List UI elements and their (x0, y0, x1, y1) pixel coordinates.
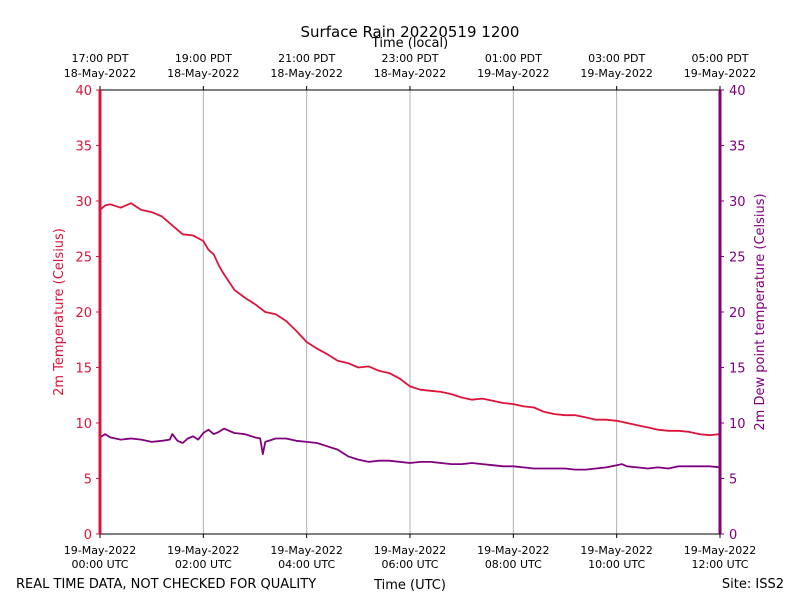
right-y-tick-label: 0 (729, 528, 737, 543)
right-y-tick-label: 40 (729, 84, 746, 99)
top-tick-time: 01:00 PDT (485, 52, 542, 65)
x-axis-label: Time (UTC) (373, 578, 446, 593)
right-y-axis-label: 2m Dew point temperature (Celsius) (753, 193, 768, 430)
left-y-tick-label: 20 (75, 306, 92, 321)
right-y-tick-label: 15 (729, 362, 746, 377)
x-tick-time: 10:00 UTC (588, 558, 645, 571)
left-y-tick-label: 35 (75, 140, 92, 155)
x-tick-time: 04:00 UTC (278, 558, 335, 571)
right-y-tick-label: 10 (729, 417, 746, 432)
x-tick-date: 19-May-2022 (477, 544, 549, 557)
x-tick-date: 19-May-2022 (580, 544, 652, 557)
left-y-tick-label: 15 (75, 362, 92, 377)
top-tick-time: 21:00 PDT (278, 52, 335, 65)
top-tick-time: 23:00 PDT (381, 52, 438, 65)
right-y-tick-label: 20 (729, 306, 746, 321)
top-tick-time: 17:00 PDT (71, 52, 128, 65)
x-tick-date: 19-May-2022 (167, 544, 239, 557)
x-tick-date: 19-May-2022 (374, 544, 446, 557)
right-y-ticks: 0 5 10 15 20 25 30 35 40 (720, 84, 746, 543)
top-tick-date: 19-May-2022 (477, 67, 549, 80)
left-y-tick-label: 0 (84, 528, 92, 543)
x-tick-time: 02:00 UTC (175, 558, 232, 571)
top-tick-time: 03:00 PDT (588, 52, 645, 65)
x-tick-date: 19-May-2022 (684, 544, 756, 557)
right-y-tick-label: 25 (729, 251, 746, 266)
series-group (99, 202, 721, 471)
x-tick-time: 06:00 UTC (381, 558, 438, 571)
chart-title: Surface Rain 20220519 1200 (301, 23, 520, 41)
quality-disclaimer: REAL TIME DATA, NOT CHECKED FOR QUALITY (16, 577, 316, 592)
x-tick-date: 19-May-2022 (270, 544, 342, 557)
right-y-tick-label: 5 (729, 473, 737, 488)
left-y-tick-label: 40 (75, 84, 92, 99)
top-tick-time: 19:00 PDT (175, 52, 232, 65)
x-tick-date: 19-May-2022 (64, 544, 136, 557)
top-axis-label: Time (local) (371, 36, 448, 51)
temperature-series-line (99, 202, 721, 437)
top-tick-date: 19-May-2022 (580, 67, 652, 80)
top-x-ticks: 17:00 PDT 18-May-2022 19:00 PDT 18-May-2022… (64, 52, 756, 90)
left-y-ticks: 0 5 10 15 20 25 30 35 40 (75, 84, 100, 543)
right-y-tick-label: 35 (729, 140, 746, 155)
top-tick-time: 05:00 PDT (691, 52, 748, 65)
x-tick-time: 12:00 UTC (691, 558, 748, 571)
x-tick-time: 08:00 UTC (485, 558, 542, 571)
dewpoint-series-line (99, 427, 721, 471)
top-tick-date: 18-May-2022 (64, 67, 136, 80)
left-y-tick-label: 30 (75, 195, 92, 210)
top-tick-date: 18-May-2022 (167, 67, 239, 80)
right-y-tick-label: 30 (729, 195, 746, 210)
site-label: Site: ISS2 (722, 577, 784, 592)
left-y-tick-label: 10 (75, 417, 92, 432)
x-tick-time: 00:00 UTC (71, 558, 128, 571)
top-tick-date: 18-May-2022 (270, 67, 342, 80)
left-y-axis-label: 2m Temperature (Celsius) (52, 228, 67, 396)
left-y-tick-label: 25 (75, 251, 92, 266)
left-y-tick-label: 5 (84, 473, 92, 488)
vertical-grid (202, 90, 618, 534)
top-tick-date: 19-May-2022 (684, 67, 756, 80)
top-tick-date: 18-May-2022 (374, 67, 446, 80)
